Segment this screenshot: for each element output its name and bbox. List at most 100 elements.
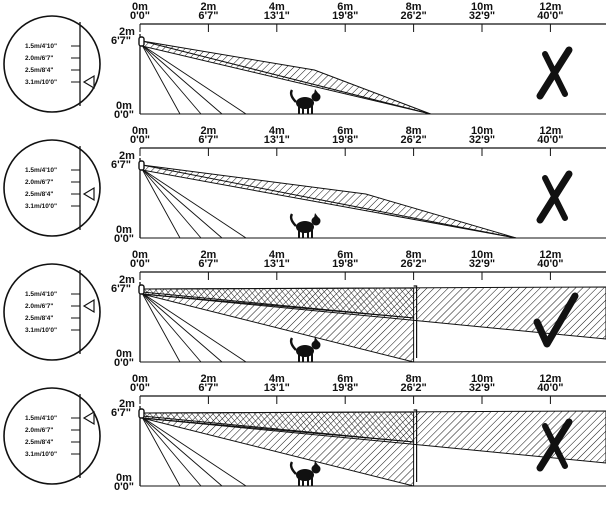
axis-tick-feet: 40'0" (537, 10, 563, 22)
height-option-label: 2.5m/8'4" (25, 67, 53, 74)
axis-tick-meters: 0m (132, 373, 148, 385)
height-option-label: 2.0m/6'7" (25, 55, 53, 62)
selector-dial (3, 387, 101, 485)
fan-line (141, 44, 223, 115)
height-option-label: 2.0m/6'7" (25, 179, 53, 186)
axis-tick-meters: 8m (406, 249, 422, 261)
cross-mark-stroke (542, 51, 568, 97)
pet-ear (314, 89, 318, 94)
axis-tick-feet: 19'8" (332, 134, 358, 146)
pet-head (311, 464, 321, 474)
height-top-meters: 2m (119, 398, 135, 410)
axis-tick-feet: 19'8" (332, 10, 358, 22)
fan-line (141, 416, 223, 487)
axis-tick-feet: 26'2" (401, 134, 427, 146)
pet-ear (314, 213, 318, 218)
height-option-label: 3.1m/10'0" (25, 327, 57, 334)
axis-tick-feet: 13'1" (264, 258, 290, 270)
axis-tick-meters: 12m (539, 1, 561, 13)
pet-body (296, 97, 314, 109)
height-option-label: 3.1m/10'0" (25, 451, 57, 458)
axis-tick-meters: 4m (269, 249, 285, 261)
axis-tick-feet: 6'7" (198, 382, 218, 394)
check-mark (533, 292, 579, 348)
fan-line (141, 292, 247, 363)
height-bottom-feet: 0'0" (114, 109, 134, 121)
height-top-meters: 2m (119, 26, 135, 38)
axis-tick-feet: 19'8" (332, 258, 358, 270)
pet-head (311, 340, 321, 350)
axis-tick-meters: 6m (337, 373, 353, 385)
axis-tick-meters: 10m (471, 373, 493, 385)
pet-tail (289, 461, 297, 475)
pet-ear (314, 337, 318, 342)
selector-dial (3, 15, 101, 113)
selected-height-pointer (82, 74, 95, 90)
fan-line (141, 168, 247, 239)
axis-tick-meters: 4m (269, 125, 285, 137)
height-bottom-feet: 0'0" (114, 481, 134, 493)
height-option-label: 1.5m/4'10" (25, 43, 57, 50)
axis-tick-feet: 0'0" (130, 10, 150, 22)
axis-tick-meters: 4m (269, 1, 285, 13)
height-top-feet: 6'7" (111, 407, 131, 419)
pet-tail (289, 337, 297, 351)
fan-line (141, 168, 181, 239)
height-selector: 1.5m/4'10" 2.0m/6'7" 2.5m/8'4" 3.1m/10'0" (3, 263, 101, 361)
sensor (138, 160, 145, 171)
height-top-feet: 6'7" (111, 159, 131, 171)
selector-dial (3, 263, 101, 361)
pet-head (311, 216, 321, 226)
axis-tick-feet: 13'1" (264, 10, 290, 22)
height-option-label: 1.5m/4'10" (25, 167, 57, 174)
fan-line (141, 44, 247, 115)
pet-ear (314, 461, 318, 466)
selector-dial (3, 139, 101, 237)
axis-tick-meters: 10m (471, 1, 493, 13)
axis-tick-meters: 8m (406, 373, 422, 385)
axis-tick-feet: 26'2" (401, 10, 427, 22)
axis-tick-meters: 2m (200, 1, 216, 13)
axis-tick-feet: 32'9" (469, 258, 495, 270)
height-option-label: 2.0m/6'7" (25, 427, 53, 434)
axis-tick-feet: 6'7" (198, 258, 218, 270)
pet-body (296, 221, 314, 233)
axis-tick-meters: 0m (132, 125, 148, 137)
axis-tick-meters: 4m (269, 373, 285, 385)
height-bottom-meters: 0m (116, 100, 132, 112)
height-option-label: 3.1m/10'0" (25, 203, 57, 210)
axis-tick-meters: 0m (132, 249, 148, 261)
axis-tick-meters: 10m (471, 249, 493, 261)
axis-tick-feet: 0'0" (130, 134, 150, 146)
axis-tick-feet: 26'2" (401, 258, 427, 270)
axis-tick-feet: 0'0" (130, 258, 150, 270)
axis-tick-feet: 32'9" (469, 134, 495, 146)
height-option-label: 1.5m/4'10" (25, 415, 57, 422)
coverage-panel-2: 0m0'0"2m6'7"4m13'1"6m19'8"8m26'2"10m32'9… (3, 125, 606, 245)
axis-tick-meters: 0m (132, 1, 148, 13)
axis-tick-feet: 40'0" (537, 382, 563, 394)
axis-tick-feet: 13'1" (264, 382, 290, 394)
axis-tick-meters: 6m (337, 125, 353, 137)
selected-height-pointer (82, 186, 95, 202)
height-top-meters: 2m (119, 150, 135, 162)
height-option-label: 2.0m/6'7" (25, 303, 53, 310)
fan-line (141, 44, 181, 115)
height-bottom-feet: 0'0" (114, 233, 134, 245)
axis-tick-meters: 2m (200, 373, 216, 385)
fan-line (141, 416, 247, 487)
obstacle-edge (413, 409, 418, 482)
height-option-label: 2.5m/8'4" (25, 439, 53, 446)
axis-tick-meters: 6m (337, 249, 353, 261)
axis-tick-feet: 6'7" (198, 10, 218, 22)
axis-tick-feet: 26'2" (401, 382, 427, 394)
fan-line (141, 168, 223, 239)
selected-height-pointer (82, 410, 95, 426)
axis-tick-meters: 12m (539, 249, 561, 261)
height-top-meters: 2m (119, 274, 135, 286)
fan-line (141, 292, 181, 363)
pet-tail (289, 89, 297, 103)
height-option-label: 2.5m/8'4" (25, 191, 53, 198)
axis-tick-meters: 8m (406, 1, 422, 13)
